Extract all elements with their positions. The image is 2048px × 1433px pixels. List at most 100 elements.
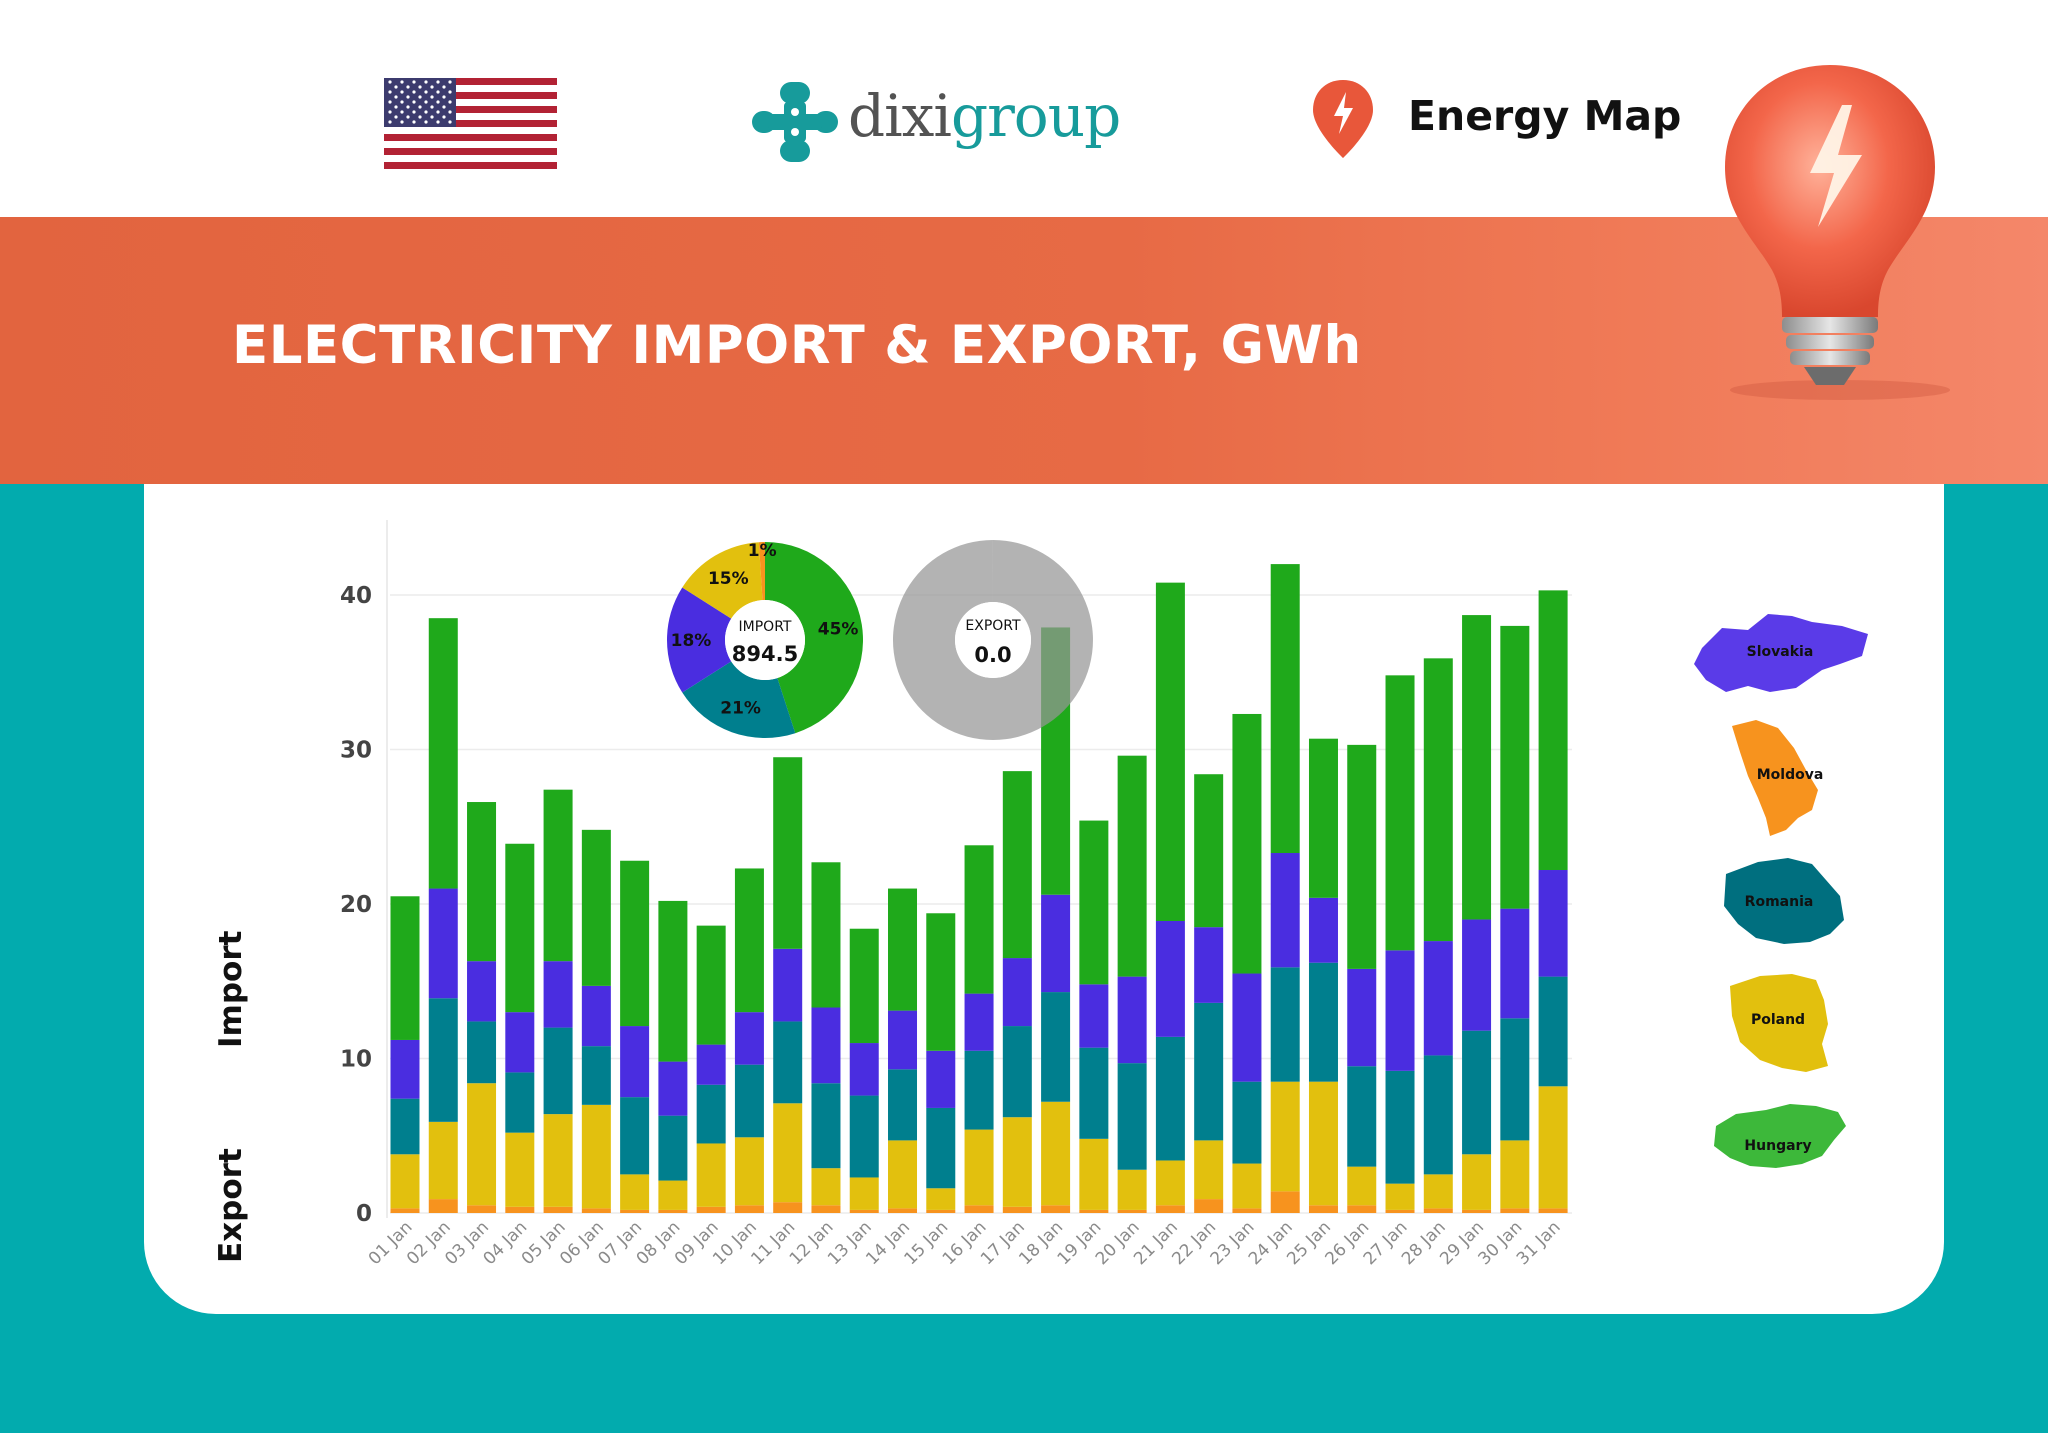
import-donut-caption: IMPORT bbox=[739, 619, 792, 635]
bar-poland bbox=[505, 1132, 535, 1207]
bar-romania bbox=[849, 1095, 879, 1178]
legend-poland: Poland bbox=[1730, 974, 1828, 1072]
bar-poland bbox=[1041, 1101, 1071, 1206]
flag-star bbox=[448, 80, 452, 84]
bar-moldova bbox=[1423, 1208, 1453, 1213]
bar-moldova bbox=[1194, 1199, 1224, 1213]
bar-hungary bbox=[773, 757, 803, 949]
flag-star bbox=[448, 100, 452, 104]
pie-slice-slovakia bbox=[666, 587, 732, 693]
flag-stripe bbox=[384, 162, 557, 169]
bar-hungary bbox=[926, 913, 956, 1051]
flag-stripe bbox=[384, 113, 557, 121]
bar-hungary bbox=[505, 843, 535, 1013]
bar-slovakia bbox=[1538, 870, 1568, 977]
bar-moldova bbox=[849, 1209, 879, 1213]
pie-label-poland: 15% bbox=[708, 569, 749, 589]
bar-romania bbox=[1462, 1030, 1492, 1155]
flag-star bbox=[394, 95, 398, 99]
y-tick-label: 30 bbox=[340, 738, 372, 764]
flag-star bbox=[442, 105, 446, 109]
pie-label-hungary: 45% bbox=[818, 619, 859, 639]
y-tick-label: 10 bbox=[340, 1047, 372, 1073]
bar-romania bbox=[1538, 976, 1568, 1087]
flag-star bbox=[442, 85, 446, 89]
dixigroup-logo-icon bbox=[752, 82, 838, 162]
bar-poland bbox=[926, 1188, 956, 1210]
flag-star bbox=[406, 115, 410, 119]
flag-star bbox=[388, 90, 392, 94]
bar-poland bbox=[1385, 1183, 1415, 1210]
bar-slovakia bbox=[1155, 921, 1185, 1037]
bar-poland bbox=[888, 1140, 918, 1209]
export-donut-hole bbox=[955, 602, 1031, 678]
legend-slovakia: Slovakia bbox=[1694, 614, 1868, 692]
import-donut-total: 894.5 bbox=[732, 642, 798, 666]
flag-star bbox=[442, 115, 446, 119]
bar-slovakia bbox=[734, 1012, 764, 1065]
bar-slovakia bbox=[543, 961, 573, 1028]
bar-poland bbox=[543, 1114, 573, 1207]
bar-moldova bbox=[543, 1206, 573, 1213]
bar-hungary bbox=[1002, 771, 1032, 959]
flag-star bbox=[442, 95, 446, 99]
bar-poland bbox=[428, 1121, 458, 1200]
y-tick-label: 40 bbox=[340, 583, 372, 609]
flag-star bbox=[412, 120, 416, 124]
bar-slovakia bbox=[926, 1050, 956, 1108]
bar-slovakia bbox=[467, 961, 497, 1022]
bar-hungary bbox=[1308, 738, 1338, 898]
bar-moldova bbox=[964, 1205, 994, 1213]
bar-moldova bbox=[1347, 1205, 1377, 1213]
flag-star bbox=[448, 120, 452, 124]
flag-star bbox=[412, 110, 416, 114]
bar-poland bbox=[1538, 1086, 1568, 1209]
bar-romania bbox=[964, 1050, 994, 1130]
bar-slovakia bbox=[1462, 919, 1492, 1031]
bar-moldova bbox=[581, 1208, 611, 1213]
flag-star bbox=[394, 115, 398, 119]
flag-stripe bbox=[384, 106, 557, 114]
map-pin-icon bbox=[1313, 80, 1373, 158]
bar-moldova bbox=[390, 1208, 420, 1213]
bar-slovakia bbox=[428, 888, 458, 999]
bar-hungary bbox=[696, 925, 726, 1045]
flag-star bbox=[388, 80, 392, 84]
bar-poland bbox=[1155, 1160, 1185, 1206]
legend-label-moldova: Moldova bbox=[1757, 767, 1824, 783]
flag-star bbox=[418, 105, 422, 109]
flag-star bbox=[394, 105, 398, 109]
bar-hungary bbox=[581, 829, 611, 986]
bar-poland bbox=[1002, 1117, 1032, 1207]
legend-label-slovakia: Slovakia bbox=[1747, 644, 1814, 660]
bar-slovakia bbox=[658, 1061, 688, 1116]
bar-romania bbox=[505, 1072, 535, 1133]
bar-romania bbox=[1041, 992, 1071, 1102]
bar-romania bbox=[888, 1069, 918, 1141]
y-tick-label: 0 bbox=[356, 1201, 372, 1227]
bar-romania bbox=[658, 1115, 688, 1181]
bar-slovakia bbox=[1232, 973, 1262, 1082]
bar-poland bbox=[1117, 1169, 1147, 1210]
bar-moldova bbox=[888, 1208, 918, 1213]
bar-romania bbox=[581, 1046, 611, 1105]
flag-star bbox=[400, 80, 404, 84]
flag-star bbox=[436, 120, 440, 124]
bar-slovakia bbox=[1347, 968, 1377, 1067]
bar-hungary bbox=[1500, 625, 1530, 909]
bar-romania bbox=[926, 1107, 956, 1189]
pie-slice-romania bbox=[682, 661, 796, 738]
map-moldova-icon bbox=[1732, 720, 1818, 836]
bar-romania bbox=[1500, 1018, 1530, 1141]
flag-star bbox=[400, 90, 404, 94]
bar-romania bbox=[1117, 1063, 1147, 1170]
bar-hungary bbox=[1079, 820, 1109, 985]
legend-label-hungary: Hungary bbox=[1744, 1138, 1811, 1154]
flag-star bbox=[400, 100, 404, 104]
map-romania-icon bbox=[1724, 858, 1844, 944]
flag-star bbox=[430, 95, 434, 99]
light-bulb-icon bbox=[1725, 65, 1950, 400]
flag-stripe bbox=[384, 85, 557, 93]
